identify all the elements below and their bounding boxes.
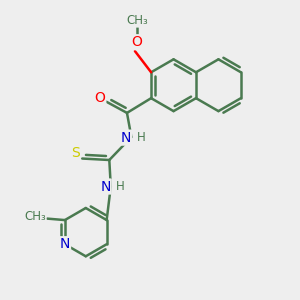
Text: N: N (60, 237, 70, 251)
Text: CH₃: CH₃ (126, 14, 148, 27)
Text: O: O (94, 91, 105, 105)
Text: H: H (136, 131, 145, 144)
Text: N: N (121, 130, 131, 145)
Text: CH₃: CH₃ (24, 210, 46, 223)
Text: O: O (131, 35, 142, 49)
Text: N: N (100, 179, 111, 194)
Text: H: H (116, 180, 124, 193)
Text: S: S (71, 146, 80, 160)
